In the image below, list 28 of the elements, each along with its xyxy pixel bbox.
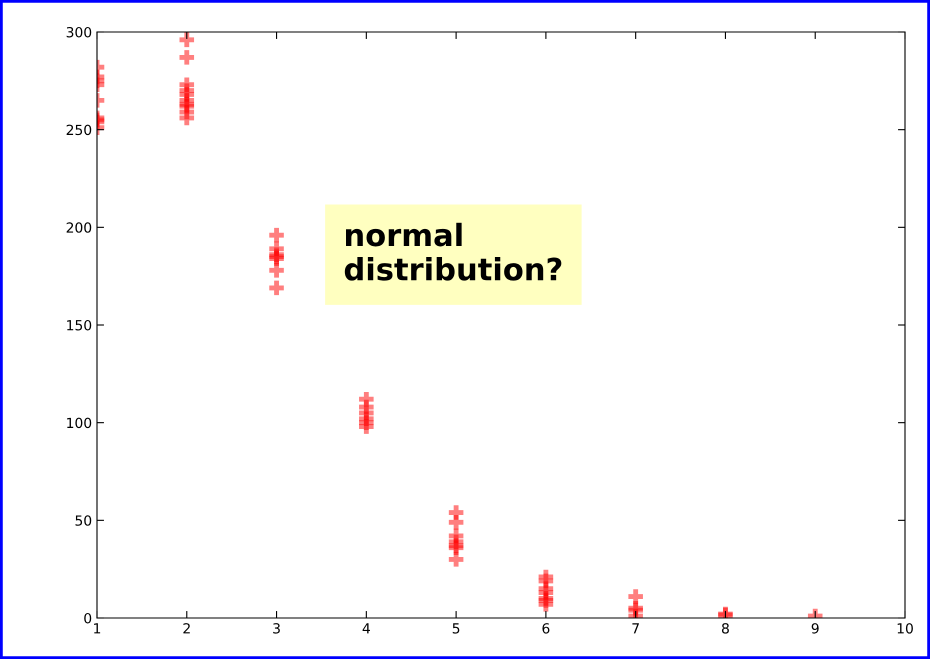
point [269,280,284,296]
x-tick-label: 5 [452,623,460,634]
x-tick-label: 4 [362,623,370,634]
y-tick-label: 300 [66,26,92,38]
annotation: normal distribution? [344,222,562,281]
point [359,419,374,434]
x-tick-label: 7 [632,623,639,634]
y-tick-label: 50 [76,515,92,526]
point [538,597,554,612]
y-tick-label: 0 [84,612,92,624]
x-tick-label: 1 [94,623,100,634]
point [448,552,464,567]
point [179,50,194,65]
x-tick-label: 6 [542,623,550,634]
point [628,589,643,604]
point [269,263,284,278]
x-tick-label: 9 [812,623,819,634]
x-tick-label: 8 [722,623,729,634]
x-tick-label: 2 [183,623,190,634]
y-tick-label: 150 [67,320,92,330]
x-tick-label: 3 [273,623,280,634]
y-tick-label: 200 [66,222,92,233]
point [269,228,284,242]
y-tick-label: 250 [66,124,92,136]
x-tick-label: 10 [898,623,913,634]
y-tick-label: 100 [67,418,92,428]
point [448,515,464,530]
point [179,110,194,126]
